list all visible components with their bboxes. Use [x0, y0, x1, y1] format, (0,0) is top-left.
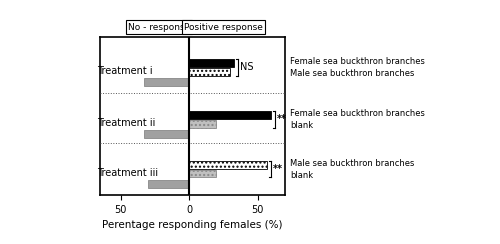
Bar	[189, 59, 234, 67]
Bar	[189, 120, 216, 128]
Bar	[189, 161, 267, 169]
Text: Female sea buckthron branches: Female sea buckthron branches	[290, 109, 426, 118]
Text: blank: blank	[290, 171, 314, 180]
Text: Male sea buckthron branches: Male sea buckthron branches	[290, 159, 415, 168]
Text: Female sea buckthron branches: Female sea buckthron branches	[290, 57, 426, 66]
Text: Male sea buckthron branches: Male sea buckthron branches	[290, 69, 415, 78]
Text: **: **	[272, 164, 282, 174]
Bar	[144, 131, 189, 138]
Text: Treatment ii: Treatment ii	[98, 118, 156, 128]
Text: Treatment i: Treatment i	[98, 66, 153, 76]
Bar	[189, 111, 272, 119]
Bar	[189, 170, 216, 177]
Text: Positive response: Positive response	[184, 23, 263, 32]
X-axis label: Perentage responding females (%): Perentage responding females (%)	[102, 221, 283, 231]
Text: blank: blank	[290, 121, 314, 130]
Bar	[144, 78, 189, 86]
Text: NS: NS	[240, 62, 253, 72]
Text: Treatment iii: Treatment iii	[98, 168, 158, 178]
Text: **: **	[276, 114, 286, 124]
Bar	[189, 68, 230, 76]
Text: No - response: No - response	[128, 23, 190, 32]
Bar	[148, 180, 189, 188]
